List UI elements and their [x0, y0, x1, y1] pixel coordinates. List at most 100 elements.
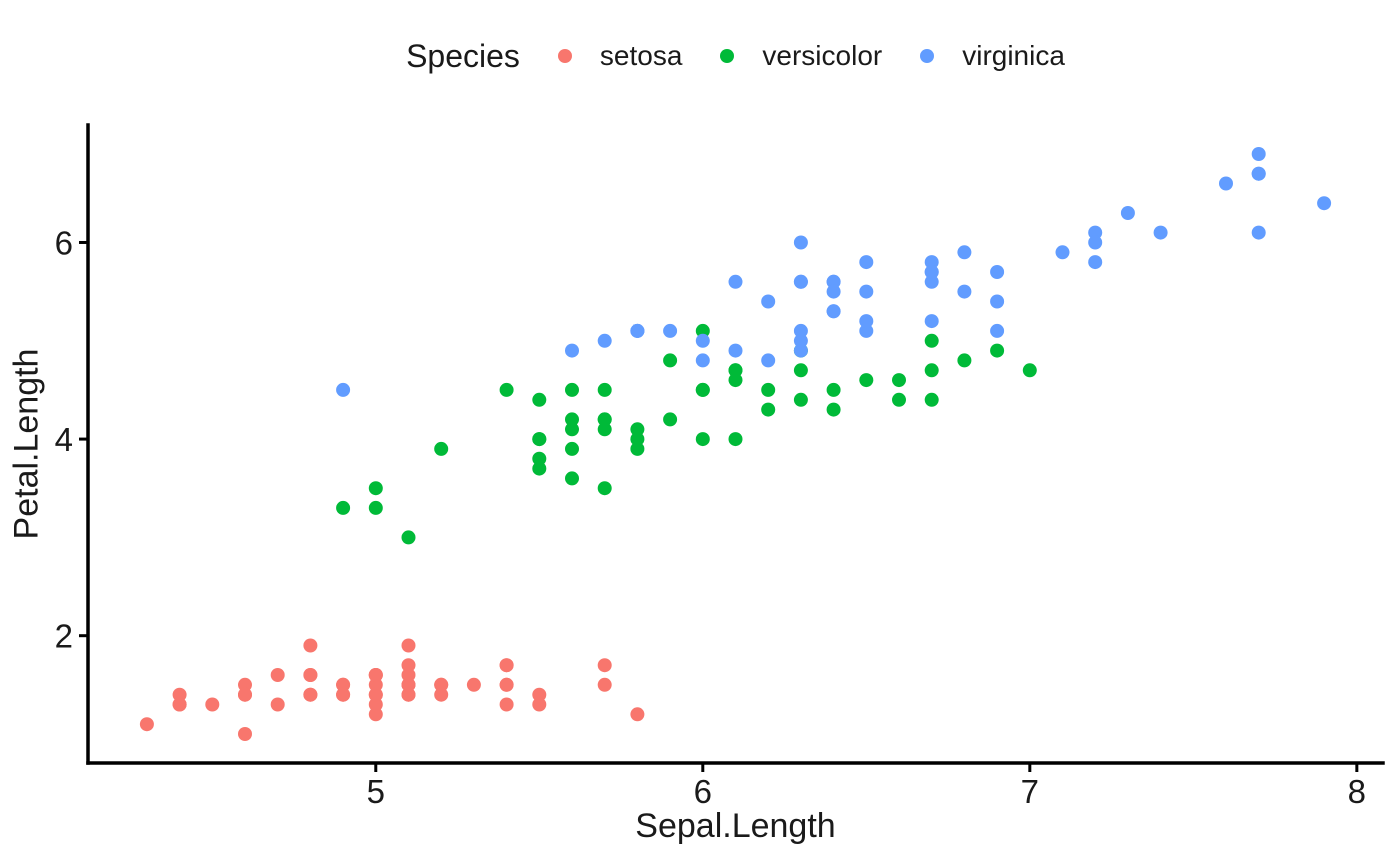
data-point-setosa — [401, 658, 416, 673]
legend: Species setosa versicolor virginica — [88, 36, 1383, 76]
data-point-virginica — [859, 255, 874, 270]
data-point-setosa — [466, 677, 481, 692]
data-point-versicolor — [695, 382, 710, 397]
data-point-versicolor — [892, 392, 906, 407]
data-point-virginica — [859, 284, 874, 299]
x-tick-label: 7 — [1021, 773, 1039, 810]
data-point-setosa — [630, 707, 645, 722]
data-point-versicolor — [1022, 363, 1037, 378]
data-point-virginica — [597, 333, 612, 348]
data-point-virginica — [990, 265, 1005, 279]
data-point-versicolor — [434, 441, 449, 456]
data-point-setosa — [172, 697, 187, 712]
data-point-virginica — [761, 294, 776, 309]
data-point-versicolor — [597, 422, 612, 437]
data-point-setosa — [270, 697, 285, 712]
data-point-versicolor — [565, 382, 579, 397]
data-point-virginica — [1317, 196, 1332, 211]
data-point-versicolor — [924, 392, 939, 407]
data-point-setosa — [368, 687, 383, 702]
data-point-versicolor — [924, 363, 939, 378]
data-point-versicolor — [892, 373, 906, 388]
legend-item-setosa: setosa — [557, 40, 683, 72]
data-point-setosa — [499, 677, 514, 692]
data-point-virginica — [859, 323, 874, 338]
data-point-virginica — [826, 284, 841, 299]
data-point-versicolor — [663, 412, 678, 427]
setosa-swatch-icon — [557, 49, 572, 63]
data-point-versicolor — [990, 343, 1005, 358]
data-point-versicolor — [826, 402, 841, 417]
data-point-setosa — [532, 697, 547, 712]
data-point-versicolor — [630, 441, 645, 456]
data-point-setosa — [401, 638, 416, 653]
data-point-virginica — [1219, 176, 1233, 191]
data-point-virginica — [990, 323, 1005, 338]
legend-item-versicolor: versicolor — [720, 40, 882, 72]
data-point-virginica — [957, 245, 972, 260]
data-point-versicolor — [793, 363, 808, 378]
data-point-virginica — [1088, 225, 1103, 240]
data-point-virginica — [826, 274, 841, 289]
data-point-setosa — [205, 697, 220, 712]
data-point-setosa — [139, 717, 154, 732]
data-point-virginica — [1251, 166, 1266, 181]
data-point-virginica — [695, 333, 710, 348]
data-point-versicolor — [728, 373, 743, 388]
data-point-setosa — [238, 687, 252, 702]
data-point-virginica — [565, 343, 579, 358]
data-point-virginica — [1251, 225, 1266, 240]
data-point-setosa — [434, 687, 449, 702]
data-point-setosa — [368, 677, 383, 692]
data-point-versicolor — [597, 412, 612, 427]
data-point-virginica — [924, 265, 939, 279]
data-point-virginica — [336, 382, 351, 397]
y-tick-label: 4 — [55, 421, 73, 458]
data-point-versicolor — [695, 432, 710, 447]
data-point-versicolor — [368, 500, 383, 515]
data-point-virginica — [793, 274, 808, 289]
data-point-virginica — [761, 353, 776, 368]
data-point-versicolor — [565, 422, 579, 437]
data-point-versicolor — [793, 392, 808, 407]
data-point-versicolor — [401, 530, 416, 545]
data-point-setosa — [401, 668, 416, 682]
x-tick-label: 5 — [367, 773, 385, 810]
data-point-versicolor — [532, 392, 547, 407]
y-tick-label: 2 — [55, 618, 73, 655]
data-point-setosa — [238, 677, 252, 692]
data-point-virginica — [793, 235, 808, 250]
legend-label-virginica: virginica — [962, 40, 1065, 71]
data-point-versicolor — [663, 353, 678, 368]
legend-label-versicolor: versicolor — [762, 40, 883, 71]
data-point-setosa — [303, 668, 318, 682]
data-point-virginica — [990, 294, 1005, 309]
legend-item-virginica: virginica — [920, 40, 1065, 72]
x-tick-label: 8 — [1348, 773, 1366, 810]
data-point-virginica — [1251, 147, 1266, 161]
data-point-versicolor — [532, 432, 547, 447]
data-point-setosa — [401, 677, 416, 692]
data-point-versicolor — [597, 382, 612, 397]
data-point-virginica — [728, 274, 743, 289]
data-point-setosa — [368, 707, 383, 722]
data-point-setosa — [499, 697, 514, 712]
data-point-setosa — [368, 668, 383, 682]
y-tick-label: 6 — [55, 224, 73, 261]
data-point-versicolor — [565, 471, 579, 486]
data-point-versicolor — [336, 500, 351, 515]
data-point-virginica — [924, 255, 939, 270]
data-point-versicolor — [597, 481, 612, 496]
legend-label-setosa: setosa — [599, 40, 683, 71]
data-point-virginica — [924, 314, 939, 329]
data-point-versicolor — [499, 382, 514, 397]
data-point-setosa — [336, 687, 351, 702]
data-point-versicolor — [630, 432, 645, 447]
data-point-virginica — [793, 333, 808, 348]
data-point-setosa — [401, 687, 416, 702]
data-point-versicolor — [761, 382, 776, 397]
y-axis-title: Petal.Length — [7, 348, 46, 540]
data-point-setosa — [172, 687, 187, 702]
data-point-versicolor — [957, 353, 972, 368]
